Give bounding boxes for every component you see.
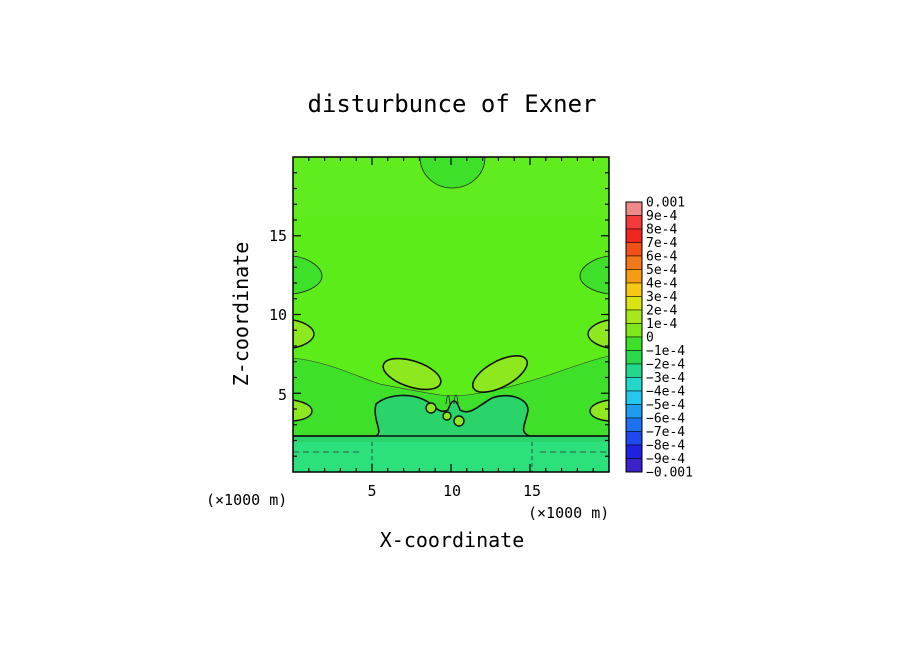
colorbar-swatch — [625, 363, 643, 378]
left-center-lobe — [382, 357, 442, 391]
colorbar-label: −6e-4 — [646, 412, 685, 427]
z-tick-label: 5 — [278, 386, 287, 404]
colorbar-swatch — [625, 431, 643, 446]
colorbar-swatch — [625, 350, 643, 365]
colorbar-label: −4e-4 — [646, 385, 685, 400]
right-edge-lobe-mid — [587, 319, 609, 349]
z-tick-label: 10 — [269, 306, 287, 324]
colorbar-label: 9e-4 — [646, 209, 677, 224]
x-tick-label: 10 — [443, 482, 461, 500]
colorbar-label: 5e-4 — [646, 263, 677, 278]
colorbar-swatch — [625, 458, 643, 473]
x-tick-label: 5 — [367, 482, 376, 500]
z-tick-label: 15 — [269, 227, 287, 245]
colorbar-swatch — [625, 336, 643, 351]
colorbar-swatch — [625, 323, 643, 338]
right-edge-lobe-upper — [579, 255, 609, 295]
central-tendril — [445, 394, 459, 405]
chart-title: disturbunce of Exner — [308, 90, 597, 118]
colorbar-swatch — [625, 228, 643, 243]
colorbar-swatch — [625, 242, 643, 257]
colorbar-label: 2e-4 — [646, 304, 677, 319]
colorbar-swatch — [625, 269, 643, 284]
left-edge-lobe-low — [293, 399, 313, 422]
colorbar-swatch — [625, 404, 643, 419]
small-vortex-3 — [453, 415, 465, 427]
x-unit-note: (×1000 m) — [528, 504, 609, 522]
colorbar-swatch — [625, 377, 643, 392]
right-edge-lobe-low — [589, 399, 609, 422]
left-edge-lobe-mid — [293, 319, 315, 349]
right-center-lobe — [472, 355, 528, 393]
colorbar-swatch — [625, 390, 643, 405]
colorbar-label: 6e-4 — [646, 250, 677, 265]
colorbar-label: 4e-4 — [646, 277, 677, 292]
colorbar-label: 8e-4 — [646, 223, 677, 238]
colorbar-label: −3e-4 — [646, 371, 685, 386]
colorbar-swatch — [625, 215, 643, 230]
colorbar-swatch — [625, 309, 643, 324]
colorbar-label: 0 — [646, 331, 654, 346]
colorbar-swatch — [625, 282, 643, 297]
colorbar-swatch — [625, 444, 643, 459]
z-unit-note: (×1000 m) — [206, 491, 287, 509]
colorbar-swatch — [625, 255, 643, 270]
colorbar-label: −9e-4 — [646, 452, 685, 467]
colorbar-swatch — [625, 417, 643, 432]
left-edge-lobe-upper — [293, 255, 323, 295]
small-vortex-1 — [425, 402, 437, 414]
colorbar-swatch — [625, 296, 643, 311]
colorbar-label: 7e-4 — [646, 236, 677, 251]
colorbar-label: 1e-4 — [646, 317, 677, 332]
colorbar: 0.0019e-48e-47e-46e-45e-44e-43e-42e-41e-… — [625, 196, 693, 481]
small-vortex-2 — [442, 411, 452, 421]
colorbar-label: −1e-4 — [646, 344, 685, 359]
x-tick-label: 15 — [523, 482, 541, 500]
colorbar-label: −2e-4 — [646, 358, 685, 373]
z-tick-labels: 5 10 15 — [269, 227, 287, 404]
colorbar-label: −0.001 — [646, 466, 693, 481]
y-axis-label: Z-coordinate — [229, 242, 253, 387]
x-axis-label: X-coordinate — [380, 528, 525, 552]
colorbar-frame — [625, 201, 643, 473]
x-tick-labels: 5 10 15 — [367, 482, 541, 500]
contour-field — [293, 157, 609, 472]
colorbar-label: −8e-4 — [646, 439, 685, 454]
colorbar-label: 0.001 — [646, 196, 685, 211]
colorbar-label: 3e-4 — [646, 290, 677, 305]
colorbar-label: −7e-4 — [646, 425, 685, 440]
axis-ticks — [293, 157, 609, 472]
colorbar-label: −5e-4 — [646, 398, 685, 413]
colorbar-swatch — [625, 201, 643, 216]
top-negative-lobe — [419, 157, 486, 189]
